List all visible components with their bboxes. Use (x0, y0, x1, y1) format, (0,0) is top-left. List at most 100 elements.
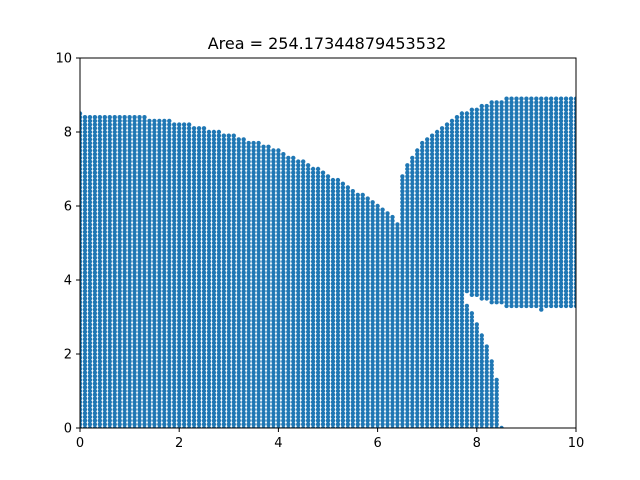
scatter-point (186, 296, 192, 301)
scatter-point (112, 274, 117, 279)
scatter-point (92, 115, 98, 120)
scatter-point (177, 281, 182, 286)
scatter-point (127, 340, 132, 346)
scatter-point (112, 214, 117, 220)
scatter-point (181, 222, 187, 227)
scatter-point (162, 126, 167, 131)
scatter-point (87, 381, 93, 386)
scatter-point (177, 196, 182, 201)
scatter-point (172, 207, 177, 212)
scatter-point (157, 240, 162, 246)
scatter-point (112, 140, 117, 146)
scatter-point (186, 214, 192, 220)
scatter-point (82, 392, 88, 397)
scatter-point (102, 370, 108, 375)
scatter-point (82, 322, 88, 327)
scatter-point (82, 411, 88, 416)
scatter-point (186, 274, 192, 279)
scatter-point (142, 362, 147, 368)
scatter-point (157, 129, 162, 135)
scatter-point (112, 300, 117, 305)
scatter-point (127, 366, 132, 371)
scatter-point (112, 148, 117, 153)
scatter-point (162, 296, 167, 301)
scatter-point (147, 314, 152, 320)
scatter-point (127, 152, 132, 157)
scatter-point (127, 311, 132, 316)
scatter-point (112, 263, 117, 268)
scatter-point (102, 174, 108, 179)
scatter-point (177, 396, 182, 401)
scatter-point (102, 196, 108, 201)
scatter-point (87, 318, 93, 323)
scatter-point (177, 200, 182, 205)
scatter-point (127, 359, 132, 364)
scatter-point (201, 300, 207, 305)
scatter-point (172, 300, 177, 305)
scatter-point (127, 207, 132, 212)
scatter-point (191, 218, 197, 223)
scatter-point (181, 418, 187, 423)
scatter-point (117, 411, 122, 416)
scatter-point (172, 211, 177, 216)
scatter-point (132, 296, 137, 301)
scatter-point (132, 340, 137, 346)
scatter-point (196, 126, 202, 131)
scatter-point (147, 340, 152, 346)
scatter-point (117, 277, 122, 283)
scatter-point (122, 240, 127, 246)
scatter-point (92, 240, 98, 246)
scatter-point (167, 399, 172, 405)
scatter-point (87, 181, 93, 186)
scatter-point (157, 159, 162, 164)
scatter-point (102, 288, 108, 294)
scatter-point (112, 248, 117, 253)
scatter-point (162, 259, 167, 264)
scatter-point (132, 381, 137, 386)
scatter-point (157, 166, 162, 172)
scatter-point (107, 414, 112, 420)
scatter-point (191, 274, 197, 279)
scatter-point (127, 218, 132, 223)
scatter-point (152, 355, 157, 360)
scatter-point (92, 229, 98, 235)
scatter-point (147, 288, 152, 294)
scatter-point (112, 322, 117, 327)
scatter-point (82, 159, 88, 164)
scatter-point (162, 181, 167, 186)
scatter-point (152, 322, 157, 327)
scatter-point (92, 133, 98, 138)
scatter-point (152, 296, 157, 301)
scatter-point (142, 292, 147, 297)
scatter-point (127, 362, 132, 368)
scatter-point (157, 407, 162, 412)
scatter-point (97, 385, 103, 390)
scatter-point (137, 170, 142, 175)
scatter-point (191, 333, 197, 338)
scatter-point (191, 233, 197, 238)
scatter-point (80, 333, 83, 338)
scatter-point (142, 129, 147, 135)
scatter-point (87, 337, 93, 342)
scatter-point (117, 233, 122, 238)
scatter-point (92, 207, 98, 212)
scatter-point (112, 307, 117, 312)
scatter-point (191, 207, 197, 212)
scatter-point (92, 366, 98, 371)
scatter-point (167, 288, 172, 294)
scatter-point (102, 322, 108, 327)
scatter-point (157, 277, 162, 283)
scatter-point (87, 414, 93, 420)
scatter-point (127, 399, 132, 405)
scatter-point (167, 362, 172, 368)
scatter-point (191, 344, 197, 349)
scatter-point (157, 337, 162, 342)
scatter-point (181, 251, 187, 257)
scatter-point (127, 122, 132, 127)
scatter-point (142, 122, 147, 127)
scatter-point (87, 255, 93, 260)
scatter-point (152, 137, 157, 142)
scatter-point (177, 214, 182, 220)
scatter-point (97, 270, 103, 275)
scatter-point (157, 233, 162, 238)
